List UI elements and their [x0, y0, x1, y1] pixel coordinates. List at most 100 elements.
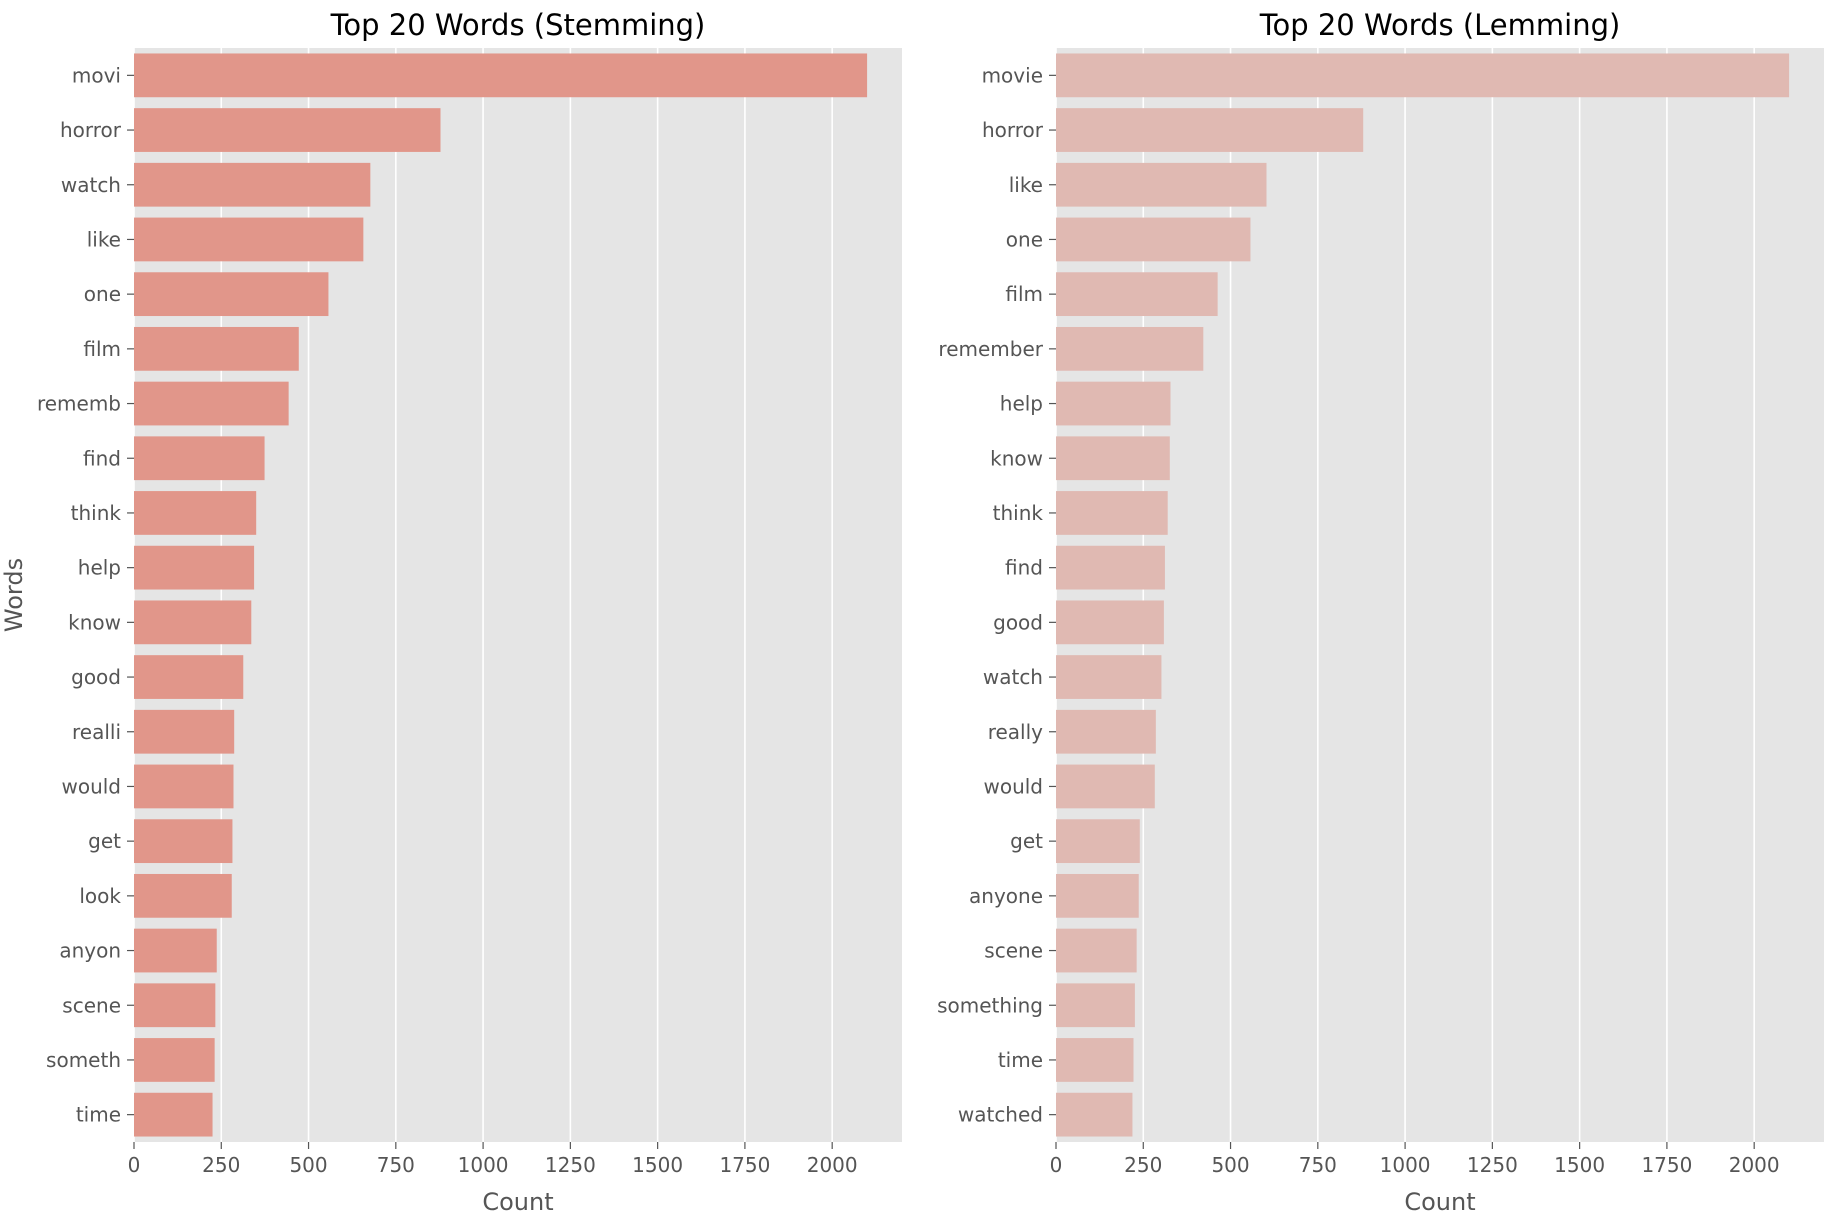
- bar-watched: [1056, 1092, 1133, 1137]
- chart-title: Top 20 Words (Stemming): [330, 8, 706, 42]
- bar-find: [134, 436, 265, 481]
- y-tick-label: movie: [982, 63, 1043, 87]
- y-tick-label: would: [983, 774, 1043, 798]
- bar-good: [1056, 600, 1164, 645]
- y-tick-label: think: [993, 501, 1044, 525]
- x-tick-label: 0: [1050, 1153, 1063, 1177]
- bar-anyon: [134, 928, 217, 973]
- y-tick-label: find: [1005, 556, 1043, 580]
- x-tick-label: 500: [289, 1153, 327, 1177]
- bar-film: [1056, 272, 1218, 317]
- y-tick-label: know: [68, 610, 121, 634]
- bar-like: [134, 217, 364, 262]
- bar-look: [134, 873, 232, 918]
- bar-good: [134, 655, 244, 699]
- bar-think: [134, 491, 257, 535]
- x-tick-label: 500: [1211, 1153, 1249, 1177]
- y-tick-label: watch: [61, 173, 121, 197]
- y-tick-label: scene: [62, 993, 121, 1017]
- bar-horror: [1056, 108, 1364, 152]
- y-tick-label: good: [71, 665, 121, 689]
- y-tick-label: watched: [958, 1103, 1043, 1127]
- y-tick-label: remember: [938, 337, 1043, 361]
- x-tick-label: 750: [377, 1153, 415, 1177]
- y-tick-label: someth: [46, 1048, 121, 1072]
- plot-background: [134, 48, 902, 1142]
- bar-rememb: [134, 381, 289, 426]
- bar-help: [1056, 381, 1171, 426]
- y-tick-label: look: [79, 884, 121, 908]
- bar-realli: [134, 709, 235, 754]
- y-tick-label: think: [71, 501, 122, 525]
- x-axis-label: Count: [482, 1188, 553, 1214]
- x-tick-label: 2000: [1729, 1153, 1780, 1177]
- bar-anyone: [1056, 873, 1139, 918]
- x-tick-label: 0: [128, 1153, 141, 1177]
- bar-watch: [134, 162, 371, 207]
- y-tick-label: help: [1000, 392, 1043, 416]
- bar-know: [1056, 436, 1170, 481]
- chart-panel-1: movie horror like one film remember help know th…: [937, 8, 1824, 1214]
- y-tick-label: time: [76, 1103, 121, 1127]
- x-tick-label: 1000: [458, 1153, 509, 1177]
- bar-help: [134, 545, 255, 590]
- bar-think: [1056, 491, 1168, 535]
- y-tick-label: know: [990, 446, 1043, 470]
- y-tick-label: like: [1009, 173, 1043, 197]
- y-tick-label: time: [998, 1048, 1043, 1072]
- x-tick-label: 250: [202, 1153, 240, 1177]
- x-tick-label: 1750: [1641, 1153, 1692, 1177]
- y-tick-label: help: [78, 556, 121, 580]
- x-tick-label: 1000: [1380, 1153, 1431, 1177]
- x-axis-label: Count: [1404, 1188, 1475, 1214]
- bar-time: [134, 1092, 213, 1137]
- bar-know: [134, 600, 252, 645]
- y-tick-label: scene: [984, 939, 1043, 963]
- y-tick-label: film: [83, 337, 121, 361]
- bar-really: [1056, 709, 1156, 754]
- chart-title: Top 20 Words (Lemming): [1259, 8, 1621, 42]
- bar-horror: [134, 108, 441, 152]
- y-tick-label: realli: [72, 720, 121, 744]
- bar-scene: [1056, 928, 1137, 973]
- bar-something: [1056, 983, 1135, 1028]
- x-tick-label: 1500: [1554, 1153, 1605, 1177]
- plot-background: [1056, 48, 1824, 1142]
- x-tick-label: 750: [1299, 1153, 1337, 1177]
- y-tick-label: one: [1006, 227, 1043, 251]
- bar-would: [1056, 764, 1155, 809]
- y-tick-label: anyon: [59, 939, 121, 963]
- y-tick-label: really: [988, 720, 1043, 744]
- bar-movie: [1056, 53, 1790, 98]
- y-tick-label: movi: [72, 63, 121, 87]
- y-tick-label: get: [1010, 829, 1043, 853]
- bar-get: [134, 819, 233, 864]
- y-tick-label: get: [88, 829, 121, 853]
- y-tick-label: would: [61, 774, 121, 798]
- x-tick-label: 1250: [545, 1153, 596, 1177]
- bar-time: [1056, 1038, 1134, 1082]
- y-tick-label: horror: [60, 118, 122, 142]
- x-tick-label: 1500: [632, 1153, 683, 1177]
- bar-scene: [134, 983, 216, 1028]
- x-tick-label: 250: [1124, 1153, 1162, 1177]
- bar-one: [134, 272, 329, 317]
- y-tick-label: like: [87, 227, 121, 251]
- bar-like: [1056, 162, 1267, 207]
- y-tick-label: something: [937, 993, 1043, 1017]
- y-axis-label: Words: [0, 558, 28, 632]
- y-tick-label: horror: [982, 118, 1044, 142]
- chart-panel-0: movi horror watch like one film rememb find thin…: [0, 8, 902, 1214]
- bar-one: [1056, 217, 1251, 262]
- bar-find: [1056, 545, 1165, 590]
- bar-would: [134, 764, 234, 809]
- bar-remember: [1056, 326, 1204, 371]
- x-tick-label: 1750: [719, 1153, 770, 1177]
- x-tick-label: 2000: [807, 1153, 858, 1177]
- y-tick-label: watch: [983, 665, 1043, 689]
- x-tick-label: 1250: [1467, 1153, 1518, 1177]
- bar-someth: [134, 1038, 215, 1082]
- y-tick-label: find: [83, 446, 121, 470]
- bar-watch: [1056, 655, 1162, 699]
